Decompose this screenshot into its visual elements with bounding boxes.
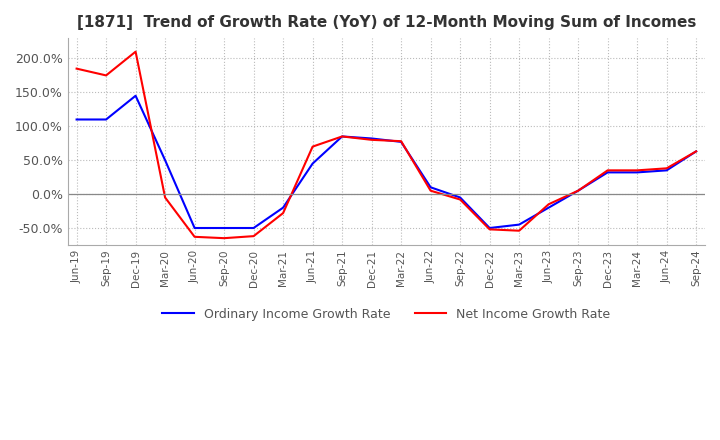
Net Income Growth Rate — [515, 228, 523, 233]
Net Income Growth Rate — [338, 134, 346, 139]
Net Income Growth Rate — [485, 227, 494, 232]
Net Income Growth Rate — [131, 49, 140, 54]
Net Income Growth Rate — [544, 202, 553, 207]
Net Income Growth Rate — [367, 137, 376, 143]
Net Income Growth Rate — [426, 188, 435, 193]
Ordinary Income Growth Rate — [456, 195, 464, 200]
Net Income Growth Rate — [102, 73, 110, 78]
Ordinary Income Growth Rate — [279, 205, 287, 210]
Ordinary Income Growth Rate — [161, 158, 169, 163]
Net Income Growth Rate — [190, 234, 199, 239]
Ordinary Income Growth Rate — [131, 93, 140, 99]
Net Income Growth Rate — [603, 168, 612, 173]
Net Income Growth Rate — [574, 188, 582, 193]
Line: Net Income Growth Rate: Net Income Growth Rate — [76, 51, 696, 238]
Ordinary Income Growth Rate — [426, 185, 435, 190]
Ordinary Income Growth Rate — [72, 117, 81, 122]
Legend: Ordinary Income Growth Rate, Net Income Growth Rate: Ordinary Income Growth Rate, Net Income … — [157, 303, 616, 326]
Ordinary Income Growth Rate — [544, 205, 553, 210]
Ordinary Income Growth Rate — [367, 136, 376, 141]
Ordinary Income Growth Rate — [190, 225, 199, 231]
Ordinary Income Growth Rate — [485, 225, 494, 231]
Net Income Growth Rate — [633, 168, 642, 173]
Ordinary Income Growth Rate — [515, 222, 523, 227]
Ordinary Income Growth Rate — [574, 188, 582, 193]
Ordinary Income Growth Rate — [662, 168, 671, 173]
Net Income Growth Rate — [662, 166, 671, 171]
Net Income Growth Rate — [308, 144, 317, 149]
Ordinary Income Growth Rate — [603, 170, 612, 175]
Ordinary Income Growth Rate — [102, 117, 110, 122]
Ordinary Income Growth Rate — [692, 149, 701, 154]
Ordinary Income Growth Rate — [397, 139, 405, 144]
Net Income Growth Rate — [161, 195, 169, 200]
Ordinary Income Growth Rate — [249, 225, 258, 231]
Net Income Growth Rate — [220, 235, 228, 241]
Net Income Growth Rate — [692, 149, 701, 154]
Title: [1871]  Trend of Growth Rate (YoY) of 12-Month Moving Sum of Incomes: [1871] Trend of Growth Rate (YoY) of 12-… — [77, 15, 696, 30]
Ordinary Income Growth Rate — [633, 170, 642, 175]
Net Income Growth Rate — [397, 139, 405, 144]
Net Income Growth Rate — [249, 234, 258, 239]
Net Income Growth Rate — [72, 66, 81, 71]
Ordinary Income Growth Rate — [338, 134, 346, 139]
Net Income Growth Rate — [279, 210, 287, 216]
Ordinary Income Growth Rate — [220, 225, 228, 231]
Net Income Growth Rate — [456, 197, 464, 202]
Ordinary Income Growth Rate — [308, 161, 317, 166]
Line: Ordinary Income Growth Rate: Ordinary Income Growth Rate — [76, 96, 696, 228]
